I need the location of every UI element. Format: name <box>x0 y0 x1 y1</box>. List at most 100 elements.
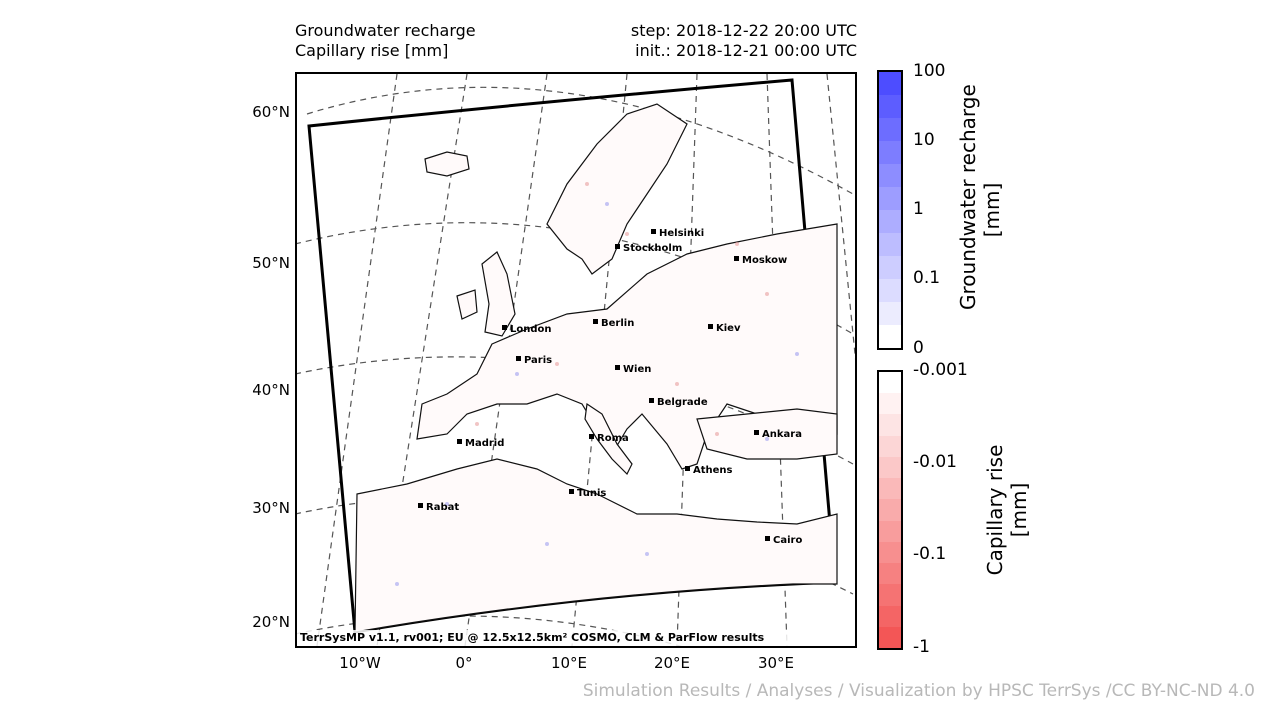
lat-label-60n: 60°N <box>252 103 290 121</box>
colorbar-top-title-line2: [mm] <box>980 182 1004 238</box>
lat-label-30n: 30°N <box>252 499 290 517</box>
city-stockholm: Stockholm <box>615 243 682 254</box>
city-madrid: Madrid <box>457 438 504 449</box>
colorbar-bottom-segment <box>879 563 901 585</box>
colorbar-top-segment <box>879 95 901 118</box>
city-helsinki: Helsinki <box>651 228 704 239</box>
cbar-bot-tick-1: -1 <box>913 637 930 657</box>
cities: Helsinki Stockholm Moskow London Berlin … <box>418 228 802 546</box>
cbar-top-tick-10: 10 <box>913 130 935 150</box>
cbar-bot-tick-0-1: -0.1 <box>913 544 947 564</box>
colorbar-top-title: Groundwater recharge [mm] <box>956 84 1004 310</box>
lat-label-50n: 50°N <box>252 254 290 272</box>
lat-line-40 <box>297 356 854 465</box>
city-tunis: Tunis <box>569 488 606 499</box>
city-cairo: Cairo <box>765 535 802 546</box>
colorbar-top-segment <box>879 279 901 302</box>
colorbar-bottom-segment <box>879 584 901 606</box>
plot-title-right: step: 2018-12-22 20:00 UTC init.: 2018-1… <box>631 21 857 61</box>
city-label-paris: Paris <box>524 355 552 366</box>
city-label-belgrade: Belgrade <box>657 397 708 408</box>
lon-line-20w <box>316 74 398 646</box>
city-label-helsinki: Helsinki <box>659 228 704 239</box>
city-label-london: London <box>510 324 552 335</box>
lon-label-20e: 20°E <box>653 654 691 672</box>
city-ankara: Ankara <box>754 429 802 440</box>
city-roma: Roma <box>589 433 629 444</box>
colorbar-top-segment <box>879 118 901 141</box>
land-italy <box>584 402 633 476</box>
cbar-bot-tick-0-001: -0.001 <box>913 360 968 380</box>
lon-line-10w <box>376 74 468 646</box>
colorbar-bottom-segment <box>879 520 901 542</box>
colorbar-bottom-segment <box>879 435 901 457</box>
city-label-moskow: Moskow <box>742 255 787 266</box>
attribution-footer: Simulation Results / Analyses / Visualiz… <box>582 681 1255 701</box>
colorbar-bottom-title-line2: [mm] <box>1007 482 1031 538</box>
colorbar-top-segment <box>879 210 901 233</box>
colorbar-top-segment <box>879 302 901 325</box>
colorbar-bottom-segment <box>879 499 901 521</box>
colorbar-top-segment <box>879 233 901 256</box>
cbar-top-tick-0-1: 0.1 <box>913 268 941 288</box>
city-label-berlin: Berlin <box>601 318 634 329</box>
colorbar-top-segment <box>879 141 901 164</box>
colorbar-bottom-segment <box>879 414 901 436</box>
lat-label-20n: 20°N <box>252 613 290 631</box>
land-britain <box>481 251 516 337</box>
colorbar-bottom-title-line1: Capillary rise <box>983 444 1007 576</box>
map-credit: TerrSysMP v1.1, rv001; EU @ 12.5x12.5km²… <box>300 631 765 644</box>
colorbar-bottom-title: Capillary rise [mm] <box>983 410 1031 610</box>
colorbar-groundwater-recharge <box>877 70 903 350</box>
colorbar-top-title-line1: Groundwater recharge <box>956 84 980 310</box>
land-ireland <box>456 289 478 320</box>
city-belgrade: Belgrade <box>649 397 708 408</box>
colorbar-top-segment <box>879 325 901 348</box>
land-europe <box>416 223 838 470</box>
city-wien: Wien <box>615 364 651 375</box>
city-label-madrid: Madrid <box>465 438 504 449</box>
colorbar-top-segment <box>879 187 901 210</box>
lon-label-0: 0° <box>455 654 473 672</box>
cbar-top-tick-1: 1 <box>913 199 924 219</box>
city-kiev: Kiev <box>708 323 741 334</box>
map-panel: Helsinki Stockholm Moskow London Berlin … <box>295 72 857 648</box>
city-label-roma: Roma <box>597 433 629 444</box>
colorbar-bottom-segment <box>879 626 901 649</box>
city-label-stockholm: Stockholm <box>623 243 682 254</box>
city-berlin: Berlin <box>593 318 634 329</box>
colorbar-bottom-segment <box>879 372 901 394</box>
cbar-bot-tick-0-01: -0.01 <box>913 452 957 472</box>
city-label-athens: Athens <box>693 465 733 476</box>
plot-title-left: Groundwater recharge Capillary rise [mm] <box>295 21 476 61</box>
city-paris: Paris <box>516 355 552 366</box>
coastlines <box>354 103 838 633</box>
cbar-top-tick-100: 100 <box>913 61 946 81</box>
city-label-tunis: Tunis <box>577 488 606 499</box>
lon-label-10e: 10°E <box>550 654 588 672</box>
land-scandinavia <box>546 103 688 275</box>
step-time: step: 2018-12-22 20:00 UTC <box>630 21 857 40</box>
colorbar-bottom-segment <box>879 393 901 415</box>
colorbar-top-segment <box>879 256 901 279</box>
colorbar-bottom-segment <box>879 478 901 500</box>
colorbar-bottom-segment <box>879 541 901 564</box>
land-iceland <box>424 151 470 177</box>
land-turkey <box>696 408 838 460</box>
city-athens: Athens <box>685 465 733 476</box>
land-africa <box>354 458 838 633</box>
lat-label-40n: 40°N <box>252 381 290 399</box>
lat-line-60 <box>306 86 854 195</box>
colorbar-bottom-segment <box>879 456 901 479</box>
city-label-wien: Wien <box>623 364 651 375</box>
city-moskow: Moskow <box>734 255 787 266</box>
init-time: init.: 2018-12-21 00:00 UTC <box>635 41 857 60</box>
city-label-kiev: Kiev <box>716 323 741 334</box>
lat-line-50 <box>297 222 854 335</box>
city-rabat: Rabat <box>418 502 459 513</box>
lon-label-10w: 10°W <box>339 654 381 672</box>
colorbar-bottom-segment <box>879 605 901 627</box>
data-speckle <box>395 182 799 586</box>
colorbar-capillary-rise <box>877 370 903 650</box>
city-label-rabat: Rabat <box>426 502 459 513</box>
